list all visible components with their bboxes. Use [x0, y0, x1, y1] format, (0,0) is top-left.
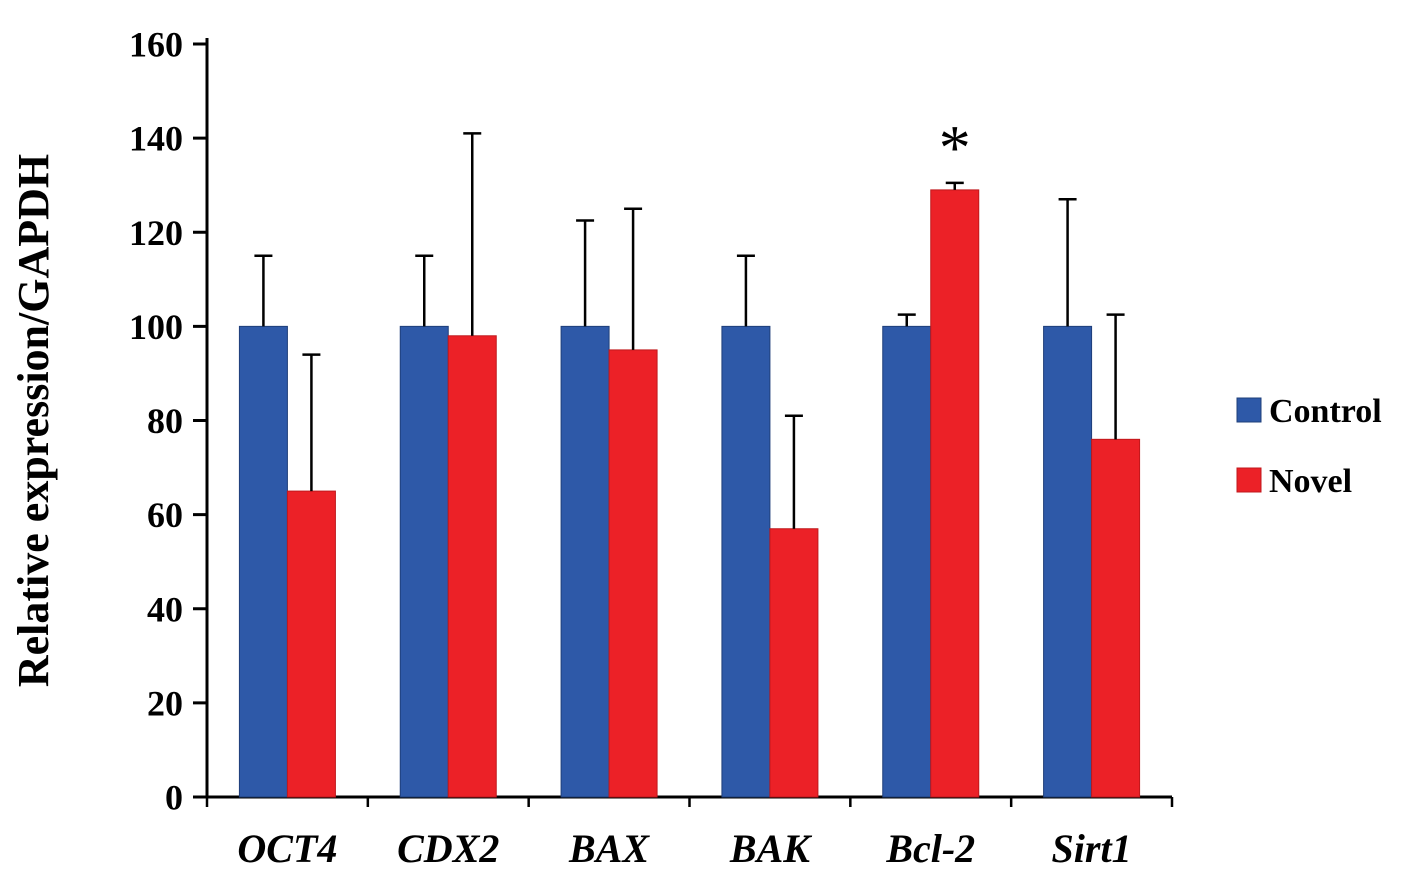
y-tick-label: 160	[129, 25, 183, 65]
bar-control-BAK	[721, 325, 771, 798]
legend-swatch-novel	[1236, 467, 1262, 493]
y-tick-label: 40	[147, 589, 183, 629]
bar-novel-OCT4	[286, 490, 336, 798]
bar-control-Sirt1	[1043, 325, 1093, 798]
bar-novel-BAK	[769, 528, 819, 798]
x-category-label: Sirt1	[1052, 826, 1132, 871]
x-category-label: CDX2	[397, 826, 499, 871]
bar-control-BAX	[560, 325, 610, 798]
y-tick-label: 20	[147, 683, 183, 723]
bar-novel-CDX2	[447, 335, 497, 798]
x-category-label: OCT4	[237, 826, 337, 871]
y-tick-label: 0	[165, 778, 183, 818]
bar-control-Bcl-2	[882, 325, 932, 798]
y-tick-label: 80	[147, 401, 183, 441]
bar-novel-Bcl-2	[930, 189, 980, 798]
y-tick-label: 120	[129, 213, 183, 253]
legend-label-novel: Novel	[1269, 463, 1352, 500]
y-tick-label: 100	[129, 307, 183, 347]
y-tick-label: 60	[147, 495, 183, 535]
y-axis-label: Relative expression/GAPDH	[9, 154, 58, 687]
significance-asterisk: *	[939, 112, 971, 183]
legend-swatch-control	[1236, 397, 1262, 423]
bar-control-OCT4	[238, 325, 288, 798]
bar-novel-Sirt1	[1091, 438, 1141, 798]
y-tick-label: 140	[129, 119, 183, 159]
x-category-label: BAK	[729, 826, 812, 871]
bar-control-CDX2	[399, 325, 449, 798]
x-category-label: BAX	[568, 826, 650, 871]
bar-novel-BAX	[608, 349, 658, 798]
legend-label-control: Control	[1269, 393, 1382, 430]
x-category-label: Bcl-2	[885, 826, 975, 871]
